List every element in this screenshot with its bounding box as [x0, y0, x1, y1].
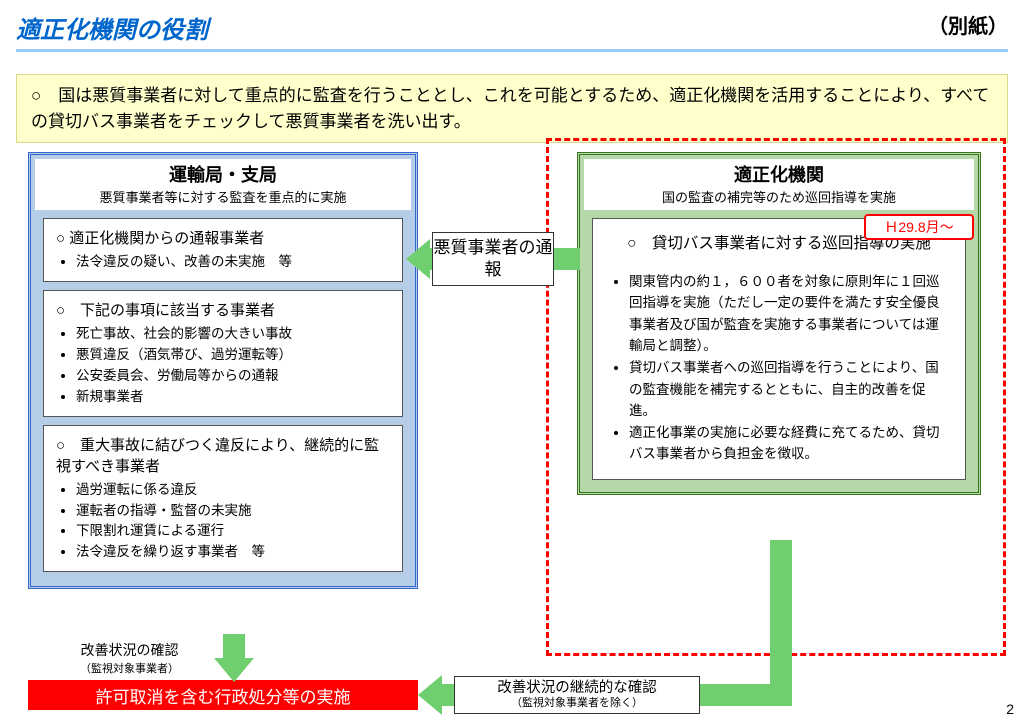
page-title: 適正化機関の役割	[16, 17, 208, 44]
left-panel: 運輸局・支局 悪質事業者等に対する監査を重点的に実施 ○ 適正化機関からの通報事…	[28, 152, 418, 589]
left-box-3: ○ 重大事故に結びつく違反により、継続的に監視すべき事業者 過労運転に係る違反 …	[43, 425, 403, 573]
right-panel-body: ○ 貸切バス事業者に対する巡回指導の実施 関東管内の約１，６００者を対象に原則年…	[592, 218, 966, 480]
bottom-connector-text: 改善状況の継続的な確認	[497, 679, 657, 697]
confirm-label-sub: （監視対象事業者）	[80, 660, 179, 676]
arrow-right-to-mid	[552, 248, 580, 270]
left-panel-header: 運輸局・支局 悪質事業者等に対する監査を重点的に実施	[35, 159, 411, 210]
left-box-2-list: 死亡事故、社会的影響の大きい事故 悪質違反（酒気帯び、過労運転等） 公安委員会、…	[56, 324, 390, 408]
bottom-connector-label: 改善状況の継続的な確認 （監視対象事業者を除く）	[454, 676, 700, 714]
list-item: 死亡事故、社会的影響の大きい事故	[76, 324, 390, 345]
list-item: 新規事業者	[76, 387, 390, 408]
left-box-3-heading: ○ 重大事故に結びつく違反により、継続的に監視すべき事業者	[56, 434, 390, 476]
left-box-3-list: 過労運転に係る違反 運転者の指導・監督の未実施 下限割れ運賃による運行 法令違反…	[56, 480, 390, 564]
date-tag: Ｈ29.8月～	[864, 214, 974, 240]
right-body-list: 関東管内の約１，６００者を対象に原則年に１回巡回指導を実施（ただし一定の要件を満…	[609, 271, 949, 465]
list-item: 適正化事業の実施に必要な経費に充てるため、貸切バス事業者から負担金を徴収。	[629, 422, 949, 465]
arrow-left-down	[214, 634, 254, 682]
list-item: 公安委員会、労働局等からの通報	[76, 366, 390, 387]
arrow-bottom-head	[418, 675, 442, 715]
right-panel-subtitle: 国の監査の補完等のため巡回指導を実施	[584, 187, 974, 206]
title-underline	[16, 49, 1008, 52]
left-panel-subtitle: 悪質事業者等に対する監査を重点的に実施	[35, 187, 411, 206]
arrow-right-down	[770, 540, 792, 700]
left-box-1: ○ 適正化機関からの通報事業者 法令違反の疑い、改善の未実施 等	[43, 218, 403, 282]
red-banner: 許可取消を含む行政処分等の実施	[28, 680, 418, 710]
annex-label: （別紙）	[928, 10, 1008, 39]
confirm-label-text: 改善状況の確認	[80, 640, 179, 660]
left-box-1-heading: ○ 適正化機関からの通報事業者	[56, 227, 390, 248]
intro-box: ○ 国は悪質事業者に対して重点的に監査を行うこととし、これを可能とするため、適正…	[16, 74, 1008, 143]
list-item: 法令違反を繰り返す事業者 等	[76, 542, 390, 563]
left-panel-title: 運輸局・支局	[35, 161, 411, 187]
list-item: 運転者の指導・監督の未実施	[76, 501, 390, 522]
title-bar: 適正化機関の役割 （別紙）	[16, 10, 1008, 52]
list-item: 法令違反の疑い、改善の未実施 等	[76, 252, 390, 273]
page-number: 2	[1006, 701, 1014, 717]
mid-connector-text: 悪質事業者の通報	[433, 237, 553, 281]
confirm-label: 改善状況の確認 （監視対象事業者）	[80, 640, 179, 676]
bottom-connector-sub: （監視対象事業者を除く）	[511, 697, 643, 711]
mid-connector-label: 悪質事業者の通報	[432, 232, 554, 286]
arrow-mid-to-left	[406, 239, 434, 279]
list-item: 過労運転に係る違反	[76, 480, 390, 501]
left-box-1-list: 法令違反の疑い、改善の未実施 等	[56, 252, 390, 273]
list-item: 下限割れ運賃による運行	[76, 521, 390, 542]
right-panel: 適正化機関 国の監査の補完等のため巡回指導を実施 ○ 貸切バス事業者に対する巡回…	[577, 152, 981, 495]
list-item: 貸切バス事業者への巡回指導を行うことにより、国の監査機能を補完するとともに、自主…	[629, 357, 949, 422]
right-panel-title: 適正化機関	[584, 161, 974, 187]
list-item: 関東管内の約１，６００者を対象に原則年に１回巡回指導を実施（ただし一定の要件を満…	[629, 271, 949, 357]
list-item: 悪質違反（酒気帯び、過労運転等）	[76, 345, 390, 366]
right-panel-header: 適正化機関 国の監査の補完等のため巡回指導を実施	[584, 159, 974, 210]
left-box-2: ○ 下記の事項に該当する事業者 死亡事故、社会的影響の大きい事故 悪質違反（酒気…	[43, 290, 403, 417]
left-box-2-heading: ○ 下記の事項に該当する事業者	[56, 299, 390, 320]
